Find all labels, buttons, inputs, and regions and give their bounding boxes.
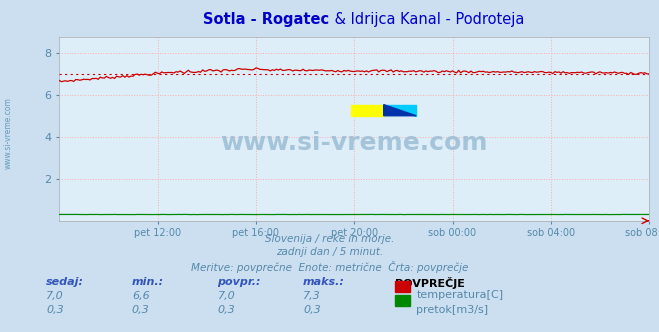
Polygon shape: [384, 105, 416, 116]
Text: www.si-vreme.com: www.si-vreme.com: [3, 97, 13, 169]
Text: Sotla - Rogatec: Sotla - Rogatec: [204, 12, 330, 27]
Text: zadnji dan / 5 minut.: zadnji dan / 5 minut.: [276, 247, 383, 257]
Text: 0,3: 0,3: [132, 305, 150, 315]
Text: 0,3: 0,3: [303, 305, 321, 315]
Text: 7,0: 7,0: [46, 290, 64, 300]
Text: pretok[m3/s]: pretok[m3/s]: [416, 305, 488, 315]
Text: www.si-vreme.com: www.si-vreme.com: [221, 131, 488, 155]
Text: min.:: min.:: [132, 277, 164, 287]
Text: 0,3: 0,3: [217, 305, 235, 315]
Text: 7,3: 7,3: [303, 290, 321, 300]
Text: sedaj:: sedaj:: [46, 277, 84, 287]
Text: Meritve: povprečne  Enote: metrične  Črta: povprečje: Meritve: povprečne Enote: metrične Črta:…: [191, 261, 468, 273]
Text: povpr.:: povpr.:: [217, 277, 261, 287]
Text: maks.:: maks.:: [303, 277, 345, 287]
Bar: [351, 105, 384, 116]
Text: 6,6: 6,6: [132, 290, 150, 300]
Text: temperatura[C]: temperatura[C]: [416, 290, 503, 300]
Text: 7,0: 7,0: [217, 290, 235, 300]
Text: 0,3: 0,3: [46, 305, 64, 315]
Text: & Idrijca Kanal - Podroteja: & Idrijca Kanal - Podroteja: [330, 12, 524, 27]
Text: Slovenija / reke in morje.: Slovenija / reke in morje.: [265, 234, 394, 244]
Polygon shape: [384, 105, 416, 116]
Text: POVPREČJE: POVPREČJE: [395, 277, 465, 289]
